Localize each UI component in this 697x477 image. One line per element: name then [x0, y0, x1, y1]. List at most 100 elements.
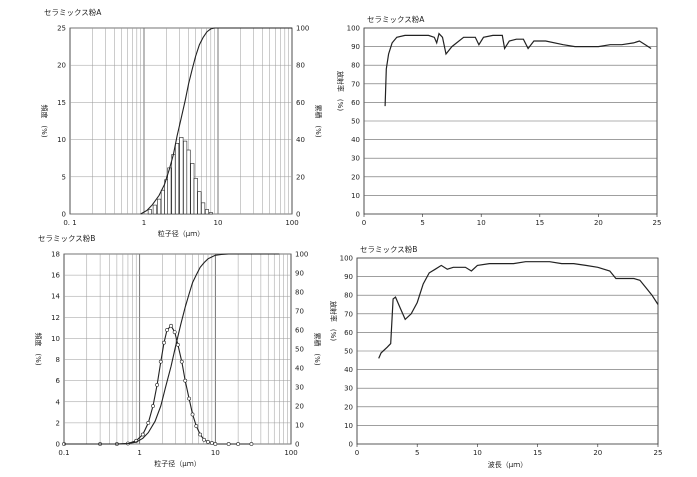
- histogram-bar: [183, 140, 188, 215]
- y-tick-label: 60: [344, 329, 353, 337]
- y-tick-label-left: 16: [51, 272, 60, 280]
- frequency-marker: [179, 359, 184, 364]
- y-tick-label-left: 18: [51, 251, 60, 259]
- y-tick-label-right: 70: [295, 308, 304, 316]
- y-tick-label: 30: [344, 385, 353, 393]
- y-tick-label: 90: [351, 43, 360, 51]
- frequency-marker: [172, 330, 177, 335]
- histogram-bar: [179, 137, 184, 215]
- y-axis-label: 放射率 (%): [329, 301, 338, 341]
- y-tick-label-left: 10: [51, 335, 60, 343]
- frequency-marker: [162, 340, 166, 345]
- y-tick-label-left: 8: [56, 356, 60, 364]
- y-tick-label: 50: [351, 118, 360, 126]
- emissivity-line: [378, 261, 659, 359]
- y-tick-label: 90: [344, 273, 353, 281]
- y-tick-label-left: 25: [57, 25, 66, 33]
- y-tick-label-right: 60: [295, 327, 304, 335]
- x-tick-label: 1: [137, 449, 141, 457]
- frequency-marker: [198, 432, 203, 437]
- y-tick-label-left: 10: [57, 136, 66, 144]
- frequency-marker: [226, 442, 231, 446]
- frequency-marker: [194, 424, 199, 428]
- y-tick-label-left: 0: [62, 211, 66, 219]
- x-tick-label: 15: [535, 219, 544, 227]
- y-tick-label-right: 50: [295, 346, 304, 354]
- x-tick-label: 0: [362, 219, 366, 227]
- histogram-bar: [197, 191, 202, 215]
- y-tick-label-right: 90: [295, 270, 304, 278]
- x-tick-label: 5: [415, 449, 419, 457]
- frequency-marker: [187, 396, 191, 401]
- emissivity-chart-3: 0 10 20 30 40 50 60 70 80 90 100 0 5 10 15 20 25 セラミックス粉B…: [329, 244, 662, 469]
- y-tick-label-left: 6: [56, 377, 61, 385]
- x-tick-label: 0: [355, 449, 359, 457]
- y-tick-label-right: 30: [295, 384, 304, 392]
- x-tick-label: 10: [214, 219, 223, 227]
- frequency-marker: [151, 404, 155, 408]
- y-axis-label-right: 累積 (%): [314, 104, 323, 137]
- frequency-marker: [202, 437, 206, 442]
- y-tick-label-right: 60: [296, 99, 305, 107]
- y-tick-label-right: 20: [295, 403, 304, 411]
- x-tick-label: 10: [211, 449, 220, 457]
- y-tick-label-left: 20: [57, 62, 66, 70]
- y-tick-label-right: 80: [296, 62, 305, 70]
- x-tick-label: 25: [654, 449, 663, 457]
- psd-chart-0: 0 5 10 15 20 25 0 20 40 60 80 100 0. 1 1 10 100 セラミックス粉A…: [40, 7, 323, 238]
- chart-title: セラミックス粉B: [360, 244, 417, 254]
- y-tick-label-right: 40: [295, 365, 304, 373]
- y-tick-label: 70: [351, 80, 360, 88]
- y-tick-label: 60: [351, 99, 360, 107]
- x-tick-label: 10: [473, 449, 482, 457]
- histogram-bar: [190, 163, 195, 215]
- y-tick-label: 100: [347, 25, 360, 33]
- y-tick-label: 10: [351, 192, 360, 200]
- y-tick-label-left: 0: [56, 441, 60, 449]
- histogram-bar: [208, 212, 213, 215]
- emissivity-chart-1: 0 10 20 30 40 50 60 70 80 90 100 0 5 10 15 20 25 セラミックス粉A…: [336, 14, 661, 227]
- histogram-bar: [204, 209, 210, 215]
- frequency-marker: [165, 328, 169, 332]
- y-tick-label-left: 5: [62, 173, 66, 181]
- x-axis-label: 波長（μｍ）: [488, 460, 527, 469]
- x-tick-label: 0.1: [58, 449, 69, 457]
- x-tick-label: 1: [142, 219, 146, 227]
- frequency-line: [64, 324, 252, 445]
- y-tick-label-left: 4: [56, 398, 61, 406]
- chart-title: セラミックス粉B: [38, 233, 95, 243]
- y-tick-label: 70: [344, 310, 353, 318]
- y-tick-label-left: 12: [51, 314, 60, 322]
- frequency-marker: [213, 442, 218, 446]
- histogram-bar: [171, 154, 176, 215]
- cumulative-line: [64, 253, 280, 445]
- y-tick-label-left: 14: [51, 293, 60, 301]
- y-tick-label-right: 80: [295, 289, 304, 297]
- frequency-marker: [206, 439, 210, 444]
- histogram-bar: [193, 177, 198, 215]
- y-tick-label-left: 15: [57, 99, 66, 107]
- y-tick-label: 40: [351, 136, 360, 144]
- frequency-marker: [140, 432, 145, 437]
- y-tick-label-right: 40: [296, 136, 305, 144]
- y-tick-label: 20: [351, 173, 360, 181]
- frequency-marker: [169, 323, 173, 328]
- x-tick-label: 20: [593, 449, 602, 457]
- frequency-marker: [158, 359, 163, 364]
- histogram-bar: [186, 149, 191, 215]
- y-axis-label-left: 頻度 (%): [34, 332, 43, 365]
- y-tick-label: 20: [344, 403, 353, 411]
- frequency-marker: [175, 342, 180, 347]
- x-tick-label: 100: [284, 449, 297, 457]
- cumulative-line: [140, 27, 292, 215]
- y-tick-label: 50: [344, 348, 353, 356]
- emissivity-line: [384, 32, 652, 107]
- histogram-bar: [160, 189, 165, 215]
- y-tick-label-right: 20: [296, 173, 305, 181]
- frequency-marker: [190, 412, 195, 417]
- histogram-bar: [152, 204, 157, 215]
- y-tick-label-right: 100: [296, 25, 309, 33]
- x-tick-label: 25: [653, 219, 662, 227]
